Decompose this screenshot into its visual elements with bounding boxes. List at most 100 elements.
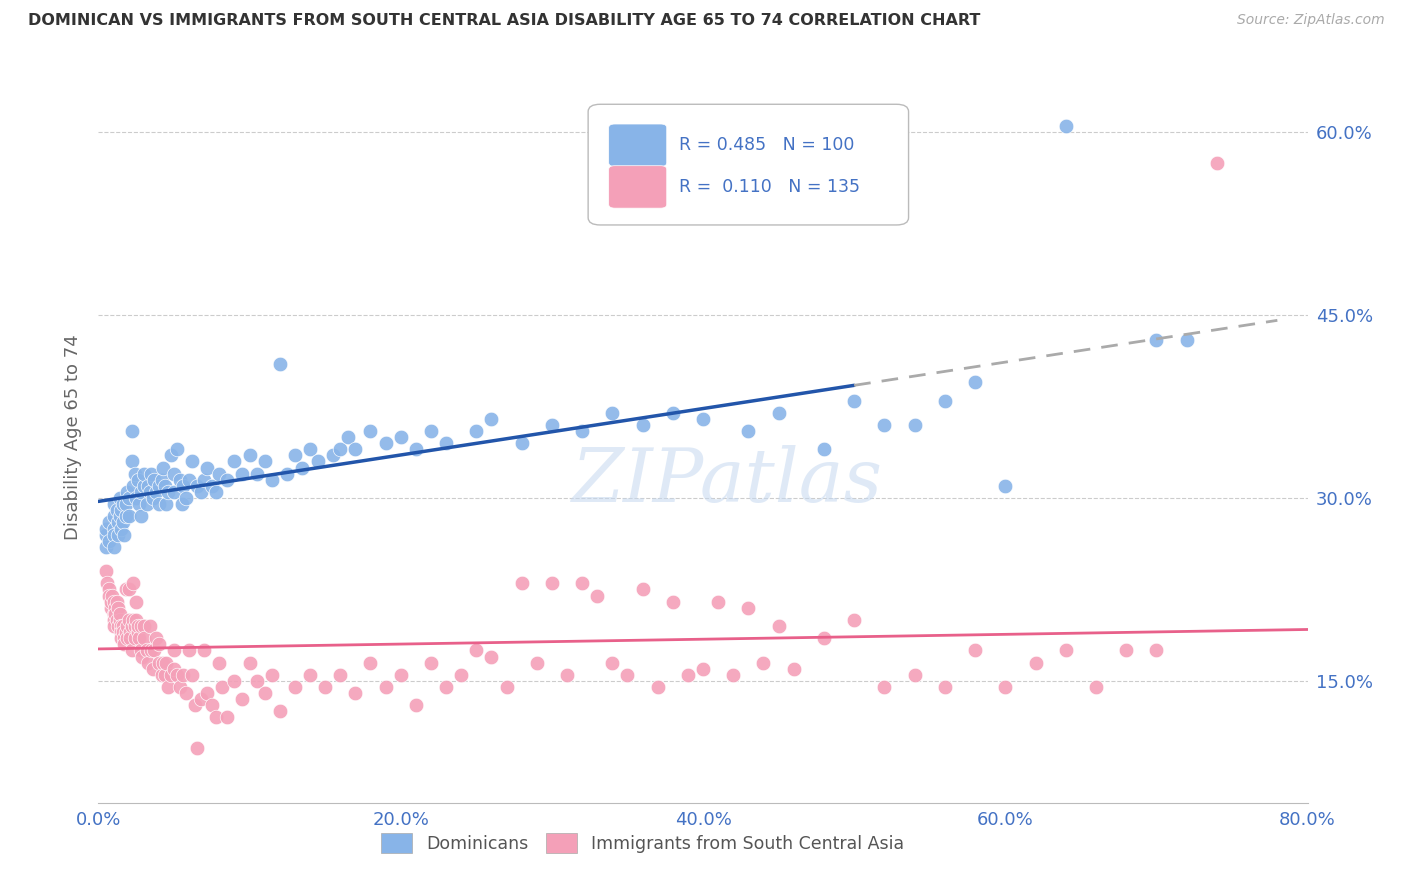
- Point: [1054, 119, 1077, 133]
- Point: [1175, 333, 1198, 347]
- Point: [128, 497, 150, 511]
- Point: [98, 516, 121, 530]
- Point: [120, 625, 142, 640]
- Point: [124, 619, 146, 633]
- FancyBboxPatch shape: [588, 104, 908, 225]
- Point: [707, 594, 730, 608]
- Point: [153, 479, 176, 493]
- Point: [132, 467, 155, 481]
- Point: [873, 680, 896, 694]
- Point: [98, 582, 121, 597]
- Point: [1115, 643, 1137, 657]
- Point: [510, 576, 533, 591]
- Point: [737, 600, 759, 615]
- Point: [118, 491, 141, 505]
- Point: [994, 680, 1017, 694]
- Point: [631, 417, 654, 432]
- Point: [135, 497, 157, 511]
- Point: [284, 448, 307, 462]
- Point: [965, 375, 987, 389]
- Point: [253, 686, 276, 700]
- Point: [121, 619, 143, 633]
- Point: [208, 467, 231, 481]
- Point: [108, 509, 131, 524]
- Point: [211, 680, 233, 694]
- Point: [169, 680, 191, 694]
- Point: [174, 491, 197, 505]
- Point: [121, 643, 143, 657]
- Point: [253, 454, 276, 468]
- Point: [98, 533, 121, 548]
- Text: Source: ZipAtlas.com: Source: ZipAtlas.com: [1237, 13, 1385, 28]
- Point: [103, 497, 125, 511]
- Point: [114, 497, 136, 511]
- Point: [118, 613, 141, 627]
- Point: [112, 637, 135, 651]
- Point: [661, 406, 683, 420]
- Point: [155, 656, 177, 670]
- Point: [481, 649, 503, 664]
- Point: [692, 412, 714, 426]
- Point: [111, 619, 134, 633]
- Point: [110, 625, 132, 640]
- Point: [125, 613, 148, 627]
- Point: [783, 662, 806, 676]
- Point: [723, 667, 745, 681]
- Text: DOMINICAN VS IMMIGRANTS FROM SOUTH CENTRAL ASIA DISABILITY AGE 65 TO 74 CORRELAT: DOMINICAN VS IMMIGRANTS FROM SOUTH CENTR…: [28, 13, 980, 29]
- Point: [128, 632, 150, 646]
- Point: [389, 430, 412, 444]
- Point: [181, 454, 204, 468]
- Point: [540, 417, 562, 432]
- Point: [148, 479, 170, 493]
- Point: [101, 589, 124, 603]
- Point: [405, 442, 427, 457]
- Point: [100, 594, 122, 608]
- Point: [526, 656, 548, 670]
- Point: [450, 667, 472, 681]
- Point: [276, 467, 298, 481]
- Point: [1085, 680, 1108, 694]
- Point: [112, 527, 135, 541]
- Point: [1144, 643, 1167, 657]
- Point: [195, 460, 218, 475]
- Y-axis label: Disability Age 65 to 74: Disability Age 65 to 74: [65, 334, 83, 540]
- Point: [420, 656, 443, 670]
- Point: [291, 460, 314, 475]
- Point: [246, 467, 269, 481]
- Point: [121, 454, 143, 468]
- Point: [389, 667, 412, 681]
- Point: [131, 649, 153, 664]
- Point: [224, 454, 246, 468]
- Point: [127, 619, 149, 633]
- Point: [160, 448, 183, 462]
- Point: [195, 686, 218, 700]
- Point: [510, 436, 533, 450]
- Point: [150, 473, 173, 487]
- Point: [616, 667, 638, 681]
- Point: [374, 680, 396, 694]
- Point: [122, 479, 145, 493]
- Point: [465, 424, 488, 438]
- Point: [873, 417, 896, 432]
- Point: [142, 662, 165, 676]
- Point: [179, 643, 201, 657]
- Point: [813, 442, 835, 457]
- Point: [114, 509, 136, 524]
- Point: [994, 479, 1017, 493]
- Point: [166, 667, 188, 681]
- Point: [934, 393, 956, 408]
- Point: [360, 424, 382, 438]
- Point: [104, 607, 127, 621]
- Point: [481, 412, 503, 426]
- Point: [844, 393, 866, 408]
- Point: [322, 448, 344, 462]
- Point: [1206, 155, 1229, 169]
- Point: [752, 656, 775, 670]
- Point: [262, 667, 284, 681]
- Point: [145, 632, 167, 646]
- Point: [495, 680, 517, 694]
- Point: [205, 485, 228, 500]
- Point: [107, 600, 129, 615]
- Point: [737, 424, 759, 438]
- Point: [103, 613, 125, 627]
